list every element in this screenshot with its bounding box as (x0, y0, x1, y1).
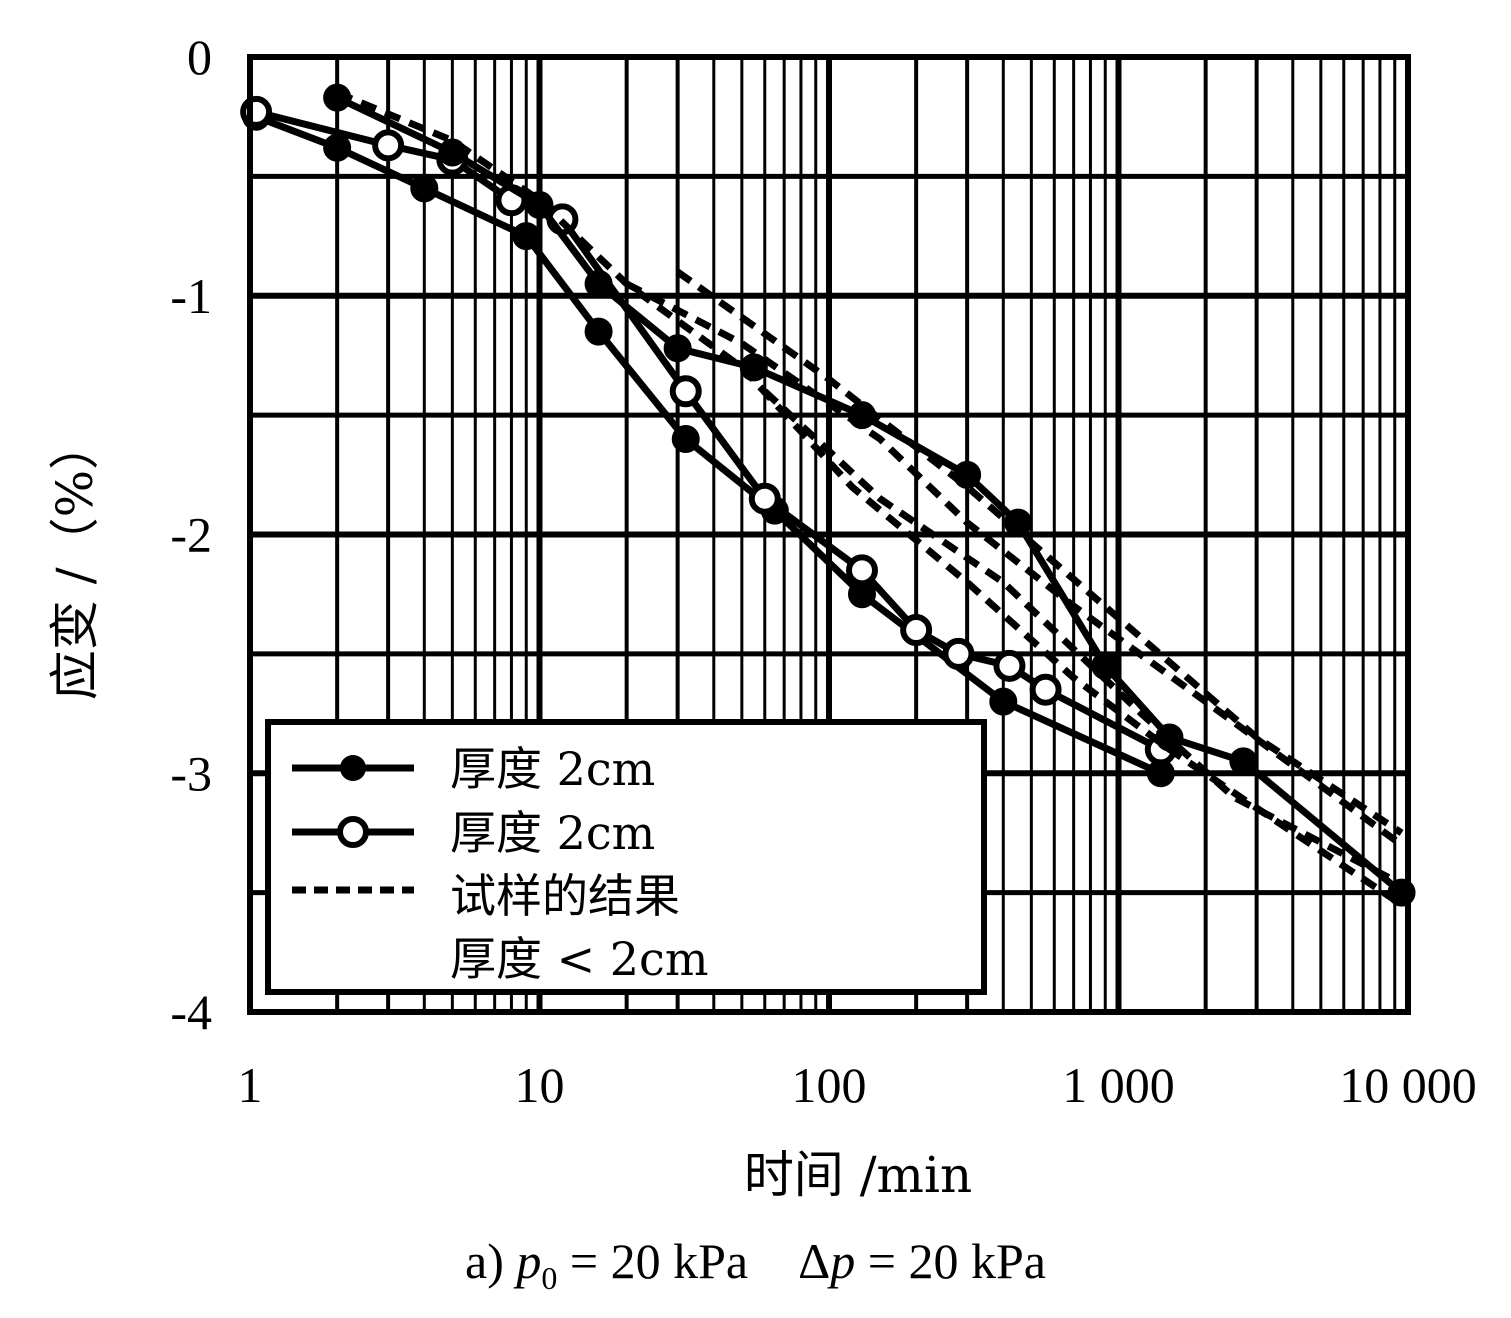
data-point-open (993, 649, 1026, 682)
caption-prefix: a) (465, 1233, 517, 1289)
y-tick-label: -4 (170, 984, 212, 1040)
legend-label-open: 厚度 2cm (450, 806, 655, 860)
series-6 (762, 388, 1397, 884)
legend: 厚度 2cm 厚度 2cm 试样的结果 厚度 < 2cm (265, 719, 987, 995)
x-axis-label: 时间 /min (744, 1146, 972, 1204)
data-point-filled (1229, 747, 1258, 776)
data-point-open (942, 637, 975, 670)
data-point-filled (525, 191, 554, 220)
x-tick-label: 1 (238, 1057, 263, 1113)
data-point-open (669, 375, 702, 408)
plot-frame (247, 54, 1411, 1015)
series-4 (624, 280, 1404, 848)
series-0 (242, 102, 1175, 788)
y-tick-label: -3 (170, 745, 212, 801)
strain-time-chart: 厚度 2cm 厚度 2cm 试样的结果 厚度 < 2cm 1 10 100 1 000… (46, 29, 1477, 1204)
series-line (335, 89, 1404, 908)
caption-p0-symbol: p (516, 1233, 542, 1289)
legend-label-dashed-line2: 厚度 < 2cm (450, 932, 708, 986)
legend-label-filled: 厚度 2cm (450, 742, 655, 796)
series-line (762, 388, 1397, 884)
y-tick-labels: 0 -1 -2 -3 -4 (170, 29, 212, 1040)
x-tick-labels: 1 10 100 1 000 10 000 (238, 1057, 1477, 1113)
data-point-filled (663, 334, 692, 363)
series-line (254, 113, 1163, 777)
data-point-open (845, 554, 878, 587)
x-tick-label: 1 000 (1062, 1057, 1175, 1113)
caption-delta: Δ (798, 1233, 831, 1289)
legend-marker-filled (340, 755, 366, 781)
data-point-filled (989, 687, 1018, 716)
data-point-open (1029, 673, 1062, 706)
data-point-filled (410, 174, 439, 203)
data-point-open (748, 482, 781, 515)
legend-item-open: 厚度 2cm (292, 806, 655, 860)
caption-p0-subscript: 0 (541, 1260, 558, 1296)
legend-item-dashed: 试样的结果 厚度 < 2cm (292, 869, 708, 986)
series-1 (240, 95, 1177, 766)
y-tick-label: 0 (187, 29, 212, 85)
data-point-filled (671, 425, 700, 453)
series-line (624, 280, 1404, 848)
data-point-filled (584, 269, 613, 298)
data-point-filled (584, 317, 613, 346)
data-point-open (372, 129, 405, 162)
data-point-filled (323, 133, 352, 162)
caption-dp-symbol: p (830, 1233, 856, 1289)
y-tick-label: -2 (170, 507, 212, 563)
series-3 (335, 89, 1404, 908)
caption-dp-value: = 20 kPa (855, 1233, 1046, 1289)
x-tick-label: 10 000 (1339, 1057, 1477, 1113)
legend-item-filled: 厚度 2cm (292, 742, 655, 796)
x-tick-label: 100 (792, 1057, 867, 1113)
legend-label-dashed: 试样的结果 (450, 869, 680, 923)
y-tick-label: -1 (170, 268, 212, 324)
series-layer (240, 83, 1416, 908)
caption-gap (748, 1233, 798, 1289)
y-axis-label: 应变 /（%） (46, 420, 104, 700)
data-point-open (900, 614, 933, 646)
chart-caption: a) p0 = 20 kPa Δp = 20 kPa (0, 1232, 1511, 1297)
legend-marker-open (337, 816, 369, 848)
data-point-filled (512, 222, 541, 251)
x-tick-label: 10 (515, 1057, 565, 1113)
caption-p0-value: = 20 kPa (557, 1233, 749, 1289)
